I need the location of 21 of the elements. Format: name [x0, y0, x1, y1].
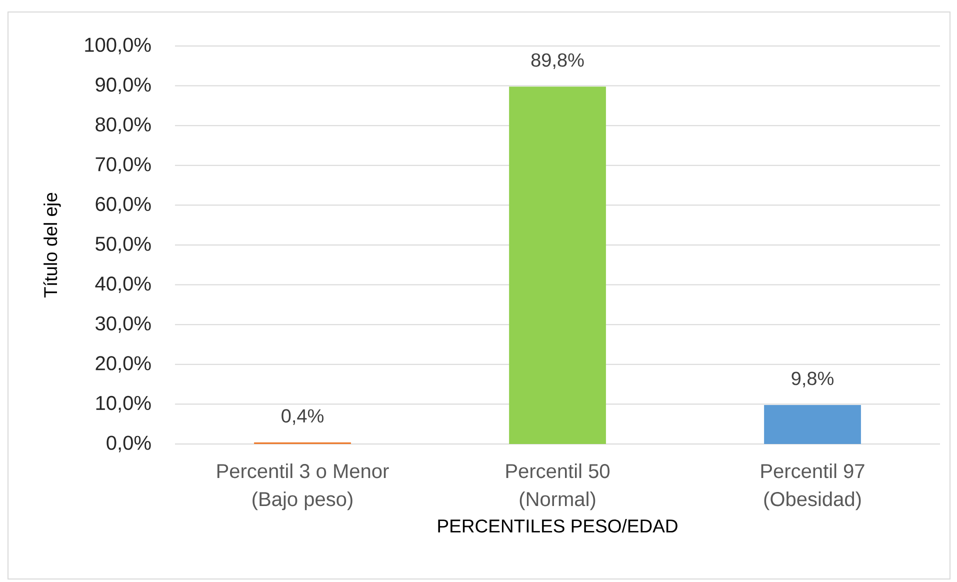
x-axis-title: PERCENTILES PESO/EDAD: [438, 518, 678, 533]
data-label: 89,8%: [531, 53, 584, 70]
bar: [509, 86, 606, 444]
bar: [764, 404, 861, 444]
x-tick-label: Percentil 3 o Menor (Bajo peso): [217, 463, 389, 510]
data-label: 0,4%: [282, 409, 324, 425]
data-label: 9,8%: [792, 372, 834, 388]
y-tick-label: 20,0%: [96, 356, 151, 373]
x-tick-label: Percentil 97 (Obesidad): [761, 463, 864, 510]
x-tick-label: Percentil 50 (Normal): [506, 463, 610, 510]
y-tick-label: 80,0%: [96, 117, 151, 134]
y-tick-label: 60,0%: [96, 196, 151, 214]
y-tick-label: 100,0%: [85, 38, 151, 54]
y-tick-label: 10,0%: [96, 396, 151, 412]
y-axis-title: Título del eje: [43, 192, 61, 298]
y-tick-label: 0,0%: [106, 436, 151, 452]
y-tick-label: 50,0%: [96, 236, 151, 254]
y-tick-label: 70,0%: [96, 157, 151, 174]
y-tick-label: 40,0%: [95, 276, 151, 294]
y-tick-label: 30,0%: [96, 316, 151, 333]
y-tick-label: 90,0%: [96, 78, 151, 94]
